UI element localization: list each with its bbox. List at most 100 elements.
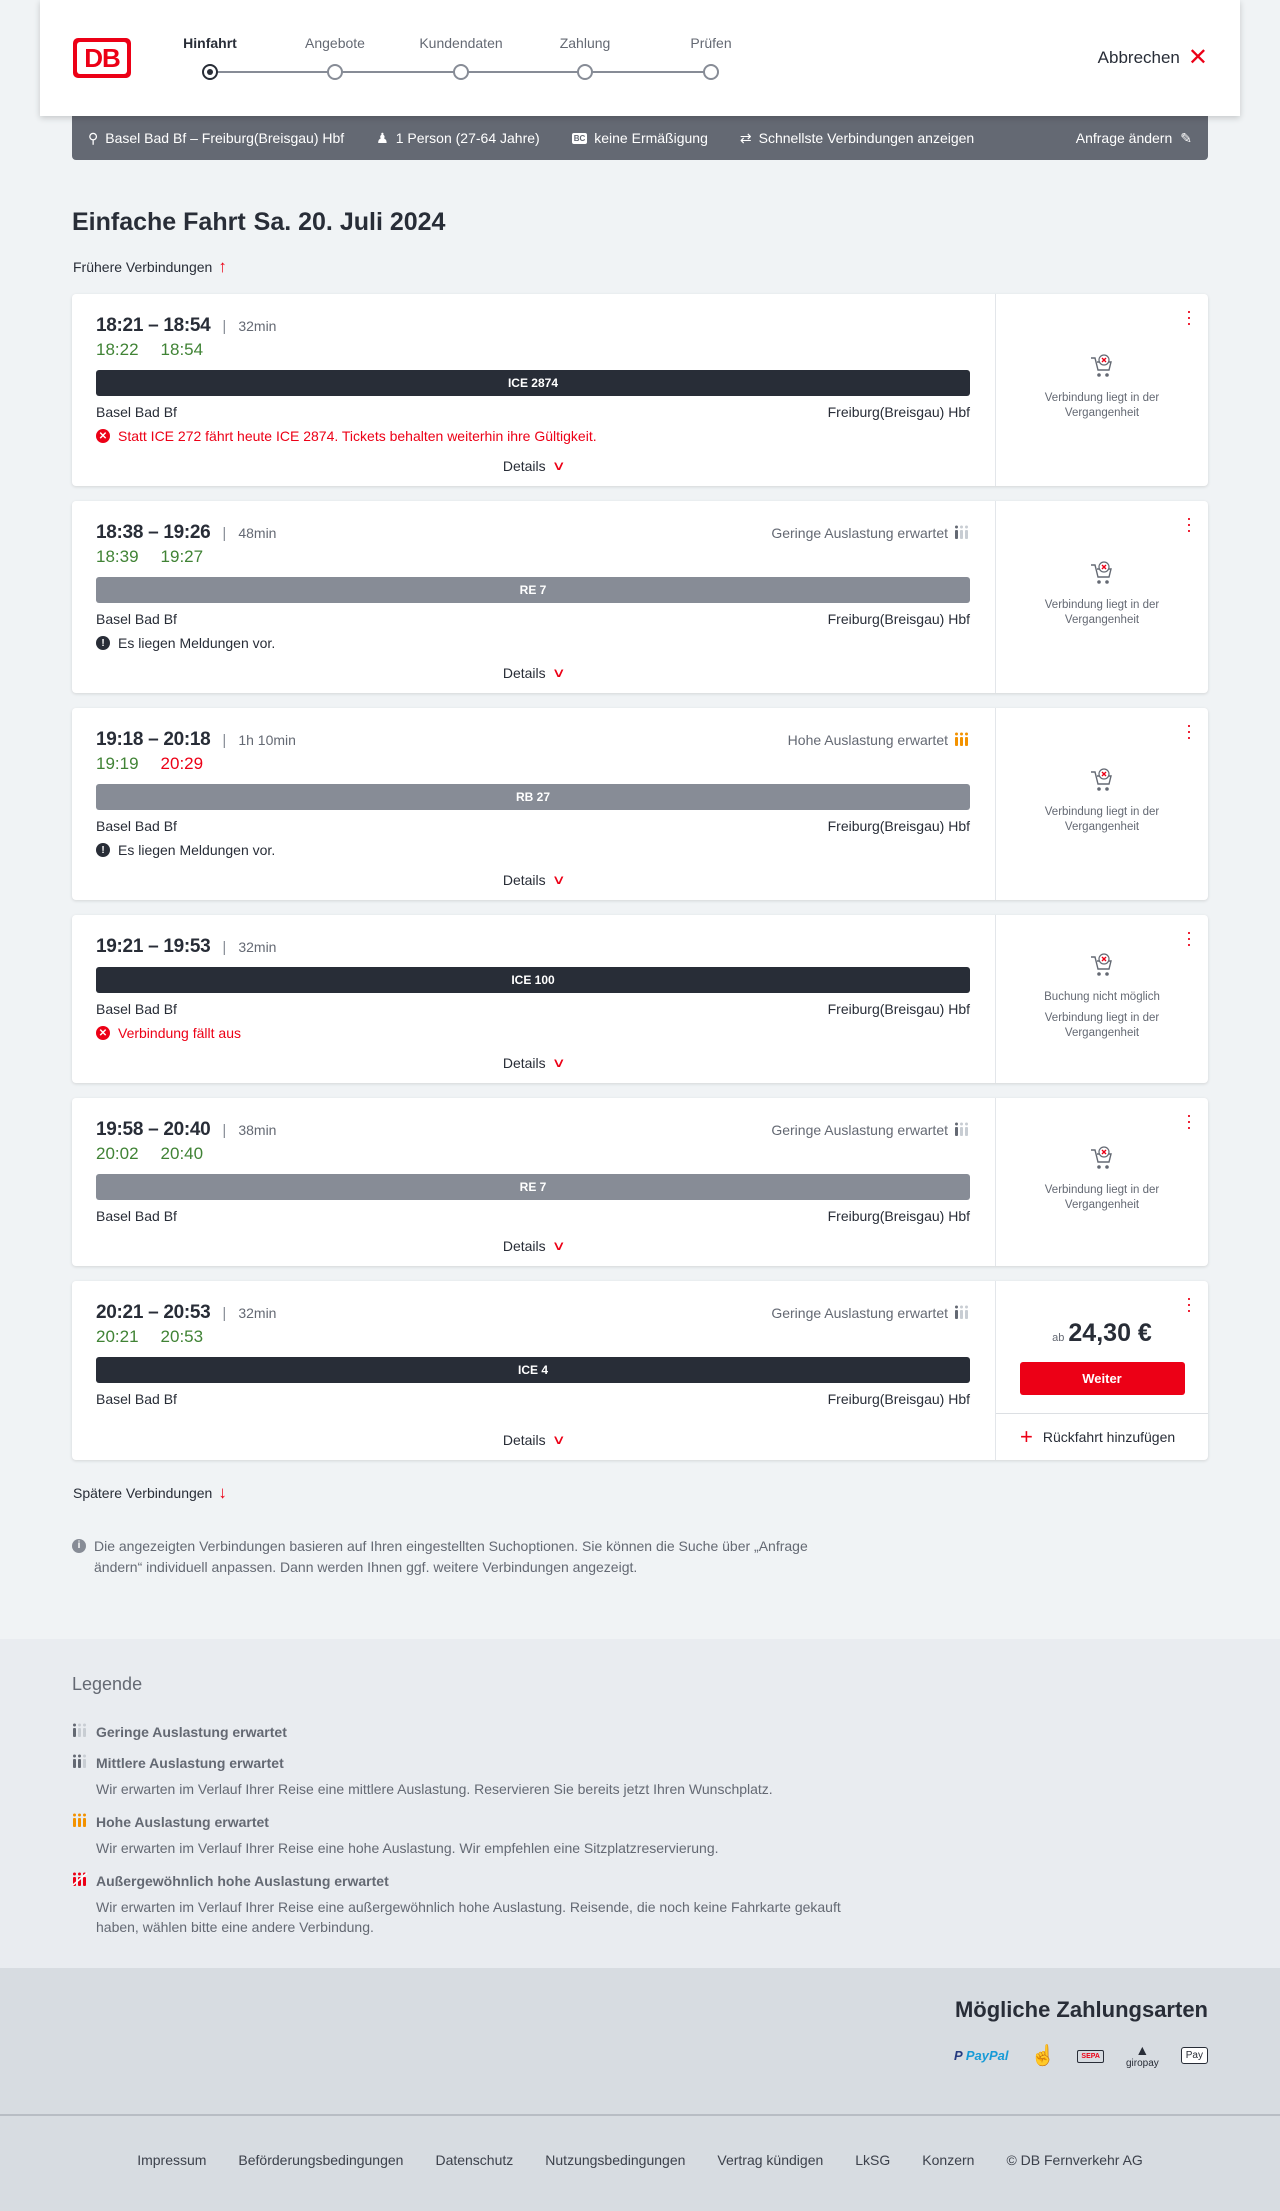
footer-link: © DB Fernverkehr AG	[1006, 2152, 1143, 2168]
planned-times: 18:38 – 19:26	[96, 522, 211, 543]
details-toggle[interactable]: Details ∨	[502, 458, 566, 474]
connection-card[interactable]: 19:21 – 19:53 | 32min ICE 100 Basel Bad Bf Fr…	[72, 915, 1208, 1083]
details-toggle[interactable]: Details ∨	[502, 872, 566, 888]
booking-status: Verbindung liegt in der Vergangenheit	[1044, 599, 1160, 626]
step-angebote: Angebote	[305, 35, 365, 51]
add-return-trip-button[interactable]: + Rückfahrt hinzufügen	[1020, 1424, 1176, 1449]
departure-station: Basel Bad Bf	[96, 1391, 177, 1407]
paypal-icon: P PayPal	[954, 2048, 1009, 2063]
more-options-icon[interactable]: · · ·	[1186, 1105, 1192, 1137]
step-zahlung: Zahlung	[559, 35, 611, 51]
train-bar[interactable]: ICE 100	[96, 967, 970, 993]
more-options-icon[interactable]: · · ·	[1186, 301, 1192, 333]
connection-list: 18:21 – 18:54 | 32min 18:22 18:54 ICE 2874 Bas…	[72, 294, 1208, 1475]
train-bar[interactable]: ICE 2874	[96, 370, 970, 396]
connection-card[interactable]: 18:21 – 18:54 | 32min 18:22 18:54 ICE 2874 Bas…	[72, 294, 1208, 486]
realtime-times: 18:22 18:54	[96, 340, 970, 362]
booking-status: Verbindung liegt in der Vergangenheit	[1044, 392, 1160, 419]
chevron-down-icon: ∨	[551, 1238, 566, 1253]
credit-card-hand-icon: ☝	[1030, 2045, 1056, 2067]
train-bar[interactable]: RE 7	[96, 577, 970, 603]
chevron-down-icon: ∨	[551, 872, 566, 887]
planned-times: 20:21 – 20:53	[96, 1302, 211, 1323]
connection-card[interactable]: 20:21 – 20:53 | 32min Geringe Auslastung er…	[72, 1281, 1208, 1460]
train-bar[interactable]: RE 7	[96, 1174, 970, 1200]
train-bar[interactable]: RB 27	[96, 784, 970, 810]
footer-link[interactable]: Vertrag kündigen	[717, 2152, 824, 2168]
info-note: i Die angezeigten Verbindungen basieren a…	[72, 1536, 852, 1578]
edit-search-button[interactable]: Anfrage ändern ✎	[1075, 129, 1192, 147]
more-options-icon[interactable]: · · ·	[1186, 922, 1192, 954]
step-dot	[327, 64, 343, 80]
divider: |	[222, 1304, 227, 1322]
connection-card[interactable]: 18:38 – 19:26 | 48min Geringe Auslastung er…	[72, 501, 1208, 693]
duration: 32min	[238, 939, 277, 955]
more-options-icon[interactable]: · · ·	[1186, 1288, 1192, 1320]
cancel-button[interactable]: Abbrechen ✕	[1097, 44, 1208, 71]
train-bar[interactable]: ICE 4	[96, 1357, 970, 1383]
realtime-departure: 20:21	[96, 1327, 139, 1346]
cart-unavailable-icon	[1091, 561, 1112, 584]
details-toggle[interactable]: Details ∨	[502, 1055, 566, 1071]
page-title: Einfache Fahrt Sa. 20. Juli 2024	[72, 208, 446, 236]
arrival-station: Freiburg(Breisgau) Hbf	[827, 611, 970, 627]
divider: |	[222, 938, 227, 956]
booking-status: Verbindung liegt in der Vergangenheit	[1044, 806, 1160, 833]
step-dot	[453, 64, 469, 80]
divider: |	[222, 1121, 227, 1139]
occupancy-low-icon	[954, 1122, 970, 1139]
step-kundendaten: Kundendaten	[419, 35, 503, 51]
legend-item: Geringe Auslastung erwartet	[72, 1723, 852, 1740]
details-toggle[interactable]: Details ∨	[502, 665, 566, 681]
booking-status: Verbindung liegt in der Vergangenheit	[1044, 1184, 1160, 1211]
earlier-connections-link[interactable]: Frühere Verbindungen ↑	[73, 257, 227, 276]
details-toggle[interactable]: Details ∨	[502, 1238, 566, 1254]
realtime-times: 20:21 20:53	[96, 1327, 970, 1349]
exclamation-circle-icon: !	[96, 636, 110, 650]
apple-pay-icon: Pay	[1180, 2047, 1208, 2064]
fastest-connections: ⇄ Schnellste Verbindungen anzeigen	[739, 129, 975, 147]
chevron-down-icon: ∨	[551, 458, 566, 473]
error-circle-icon: ✕	[96, 429, 110, 443]
departure-station: Basel Bad Bf	[96, 404, 177, 420]
header: DB Hinfahrt Angebote Kundendaten Zahlung Prü…	[40, 0, 1240, 116]
occupancy-indicator: Geringe Auslastung erwartet	[771, 1122, 970, 1139]
occupancy-indicator: Geringe Auslastung erwartet	[771, 1305, 970, 1322]
chevron-down-icon: ∨	[551, 1432, 566, 1447]
divider: |	[222, 731, 227, 749]
duration: 32min	[238, 318, 277, 334]
footer-link[interactable]: Konzern	[922, 2152, 975, 2168]
realtime-departure: 18:22	[96, 340, 139, 359]
continue-button[interactable]: Weiter	[1019, 1362, 1185, 1395]
arrival-station: Freiburg(Breisgau) Hbf	[827, 1208, 970, 1224]
step-prüfen: Prüfen	[690, 35, 732, 51]
departure-station: Basel Bad Bf	[96, 1001, 177, 1017]
planned-times: 18:21 – 18:54	[96, 315, 211, 336]
departure-station: Basel Bad Bf	[96, 818, 177, 834]
divider	[996, 1413, 1208, 1414]
details-toggle[interactable]: Details ∨	[502, 1432, 566, 1448]
footer: Impressum Beförderungsbedingungen Datensch…	[0, 2114, 1280, 2211]
connection-card[interactable]: 19:58 – 20:40 | 38min Geringe Auslastung er…	[72, 1098, 1208, 1266]
footer-link[interactable]: Beförderungsbedingungen	[238, 2152, 404, 2168]
passenger-summary: ♟ 1 Person (27-64 Jahre)	[376, 129, 540, 147]
realtime-departure: 20:02	[96, 1144, 139, 1163]
discount-summary: BC keine Ermäßigung	[571, 130, 708, 146]
occupancy-indicator: Geringe Auslastung erwartet	[771, 525, 970, 542]
later-connections-link[interactable]: Spätere Verbindungen ↓	[73, 1483, 227, 1502]
location-pin-icon: ⚲	[88, 129, 99, 146]
footer-link[interactable]: Nutzungsbedingungen	[545, 2152, 686, 2168]
arrow-up-icon: ↑	[218, 257, 227, 276]
footer-link[interactable]: Datenschutz	[435, 2152, 514, 2168]
footer-link[interactable]: Impressum	[137, 2152, 207, 2168]
db-logo[interactable]: DB	[73, 38, 131, 78]
step-dot	[577, 64, 593, 80]
more-options-icon[interactable]: · · ·	[1186, 508, 1192, 540]
more-options-icon[interactable]: · · ·	[1186, 715, 1192, 747]
occupancy-high-icon	[72, 1813, 88, 1830]
connection-card[interactable]: 19:18 – 20:18 | 1h 10min Hohe Auslastung er…	[72, 708, 1208, 900]
footer-link[interactable]: LkSG	[855, 2152, 891, 2168]
occupancy-low-icon	[954, 1305, 970, 1322]
departure-station: Basel Bad Bf	[96, 611, 177, 627]
price: ab 24,30 €	[1052, 1319, 1152, 1347]
